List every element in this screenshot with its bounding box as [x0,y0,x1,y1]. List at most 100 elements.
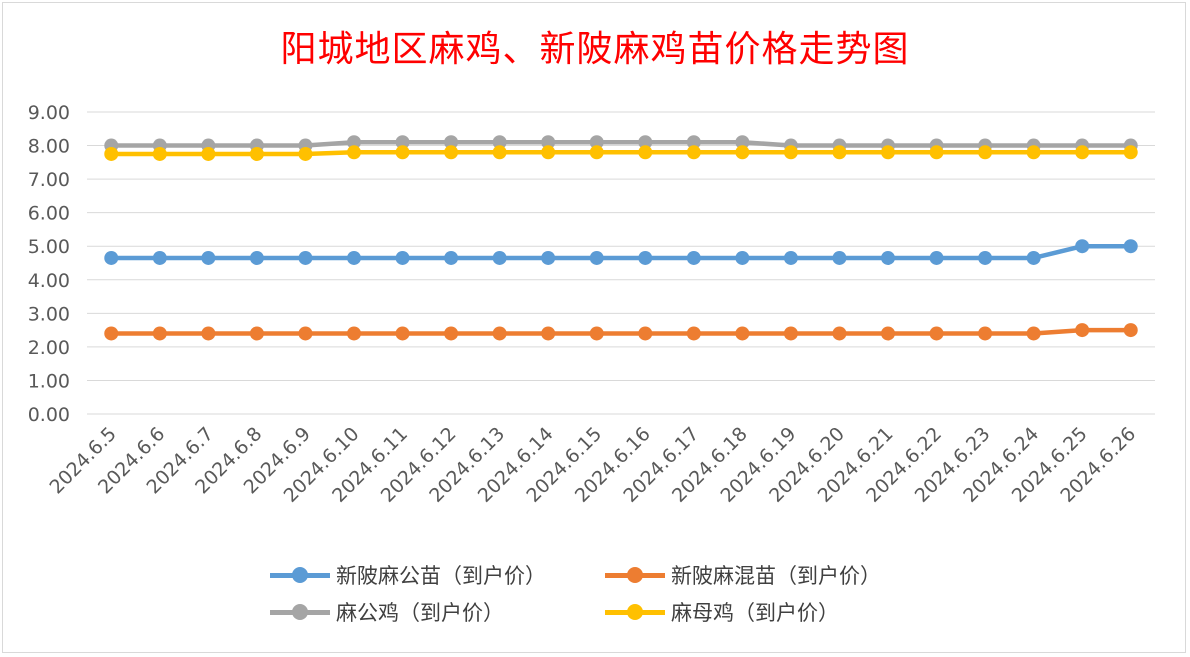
legend-swatch-2 [270,597,330,627]
series-0-point-20 [1075,239,1090,254]
series-3-point-17 [929,145,944,160]
series-1-point-3 [249,326,264,341]
series-3-point-20 [1075,145,1090,160]
series-0-point-12 [686,250,701,265]
y-tick-label-3: 3.00 [28,303,70,325]
series-2-point-6 [395,135,410,150]
series-line-2 [109,139,1133,148]
y-tick-label-5: 5.00 [28,236,70,258]
series-0-point-1 [152,250,167,265]
legend-item-2: 麻公鸡（到户价） [270,597,504,627]
series-1-point-11 [638,326,653,341]
legend-swatch-3 [605,597,665,627]
series-1-point-1 [152,326,167,341]
series-3-point-9 [541,145,556,160]
y-tick-label-2: 2.00 [28,337,70,359]
series-0-point-11 [638,250,653,265]
series-2-point-12 [686,135,701,150]
legend-label-1: 新陂麻混苗（到户价） [671,564,881,588]
y-tick-label-1: 1.00 [28,370,70,392]
legend-label-2: 麻公鸡（到户价） [336,601,504,625]
series-3-point-19 [1026,145,1041,160]
series-3-point-2 [201,146,216,161]
series-3-point-5 [347,145,361,160]
series-0-point-13 [735,250,750,265]
series-2-point-13 [735,135,750,150]
series-0-point-8 [492,250,507,265]
legend-swatch-1 [605,560,665,590]
series-3-point-18 [978,145,993,160]
y-tick-label-9: 9.00 [28,102,70,124]
series-0-point-15 [832,250,847,265]
series-3-point-10 [589,145,604,160]
series-2-point-10 [589,135,604,150]
series-1-point-19 [1026,326,1041,341]
series-1-point-5 [347,326,361,341]
legend-label-3: 麻母鸡（到户价） [671,601,839,625]
series-1-point-21 [1123,323,1138,338]
series-1-point-18 [978,326,993,341]
series-1-point-10 [589,326,604,341]
legend-item-3: 麻母鸡（到户价） [605,597,839,627]
series-1-point-20 [1075,323,1090,338]
series-3-point-16 [881,145,895,160]
series-2-point-9 [541,135,556,150]
legend-label-0: 新陂麻公苗（到户价） [336,564,546,588]
series-1-point-15 [832,326,847,341]
series-0-point-16 [881,250,895,265]
series-0-point-0 [104,250,119,265]
series-3-point-8 [492,145,507,160]
y-tick-label-4: 4.00 [28,270,70,292]
series-1-point-12 [686,326,701,341]
series-3-point-1 [152,146,167,161]
chart-title: 阳城地区麻鸡、新陂麻鸡苗价格走势图 [280,29,910,70]
series-3-point-3 [249,146,264,161]
series-2-point-7 [444,135,459,150]
series-1-point-14 [783,326,798,341]
series-0-point-18 [978,250,993,265]
series-0-point-7 [444,250,459,265]
series-1-point-17 [929,326,944,341]
series-3-point-4 [298,146,313,161]
y-tick-label-8: 8.00 [28,136,70,158]
y-tick-label-7: 7.00 [28,169,70,191]
y-tick-label-6: 6.00 [28,203,70,225]
series-3-point-6 [395,145,410,160]
series-0-point-3 [249,250,264,265]
series-1-point-13 [735,326,750,341]
series-1-point-8 [492,326,507,341]
series-2-point-11 [638,135,653,150]
series-3-point-12 [686,145,701,160]
series-0-point-17 [929,250,944,265]
series-0-point-14 [783,250,798,265]
series-3-point-7 [444,145,459,160]
series-0-point-19 [1026,250,1041,265]
series-3-point-14 [783,145,798,160]
series-1-point-16 [881,326,895,341]
series-0-point-2 [201,250,216,265]
series-1-point-9 [541,326,556,341]
legend-item-1: 新陂麻混苗（到户价） [605,560,881,590]
series-3-point-15 [832,145,847,160]
y-tick-label-0: 0.00 [28,404,70,426]
series-3-point-13 [735,145,750,160]
series-0-point-4 [298,250,313,265]
series-1-point-6 [395,326,410,341]
series-0-point-21 [1123,239,1138,254]
series-1-point-4 [298,326,313,341]
series-0-point-10 [589,250,604,265]
series-line-3 [109,150,1133,157]
series-3-point-0 [104,146,119,161]
series-1-point-2 [201,326,216,341]
series-0-point-6 [395,250,410,265]
series-1-point-0 [104,326,119,341]
series-2-point-8 [492,135,507,150]
series-line-0 [109,243,1133,261]
series-0-point-9 [541,250,556,265]
series-line-1 [109,327,1133,336]
series-1-point-7 [444,326,459,341]
series-0-point-5 [347,250,361,265]
legend-swatch-0 [270,560,330,590]
line-chart: 0.00 1.00 2.00 3.00 4.00 5.00 6.00 7.00 8.00 9.00… [28,102,1155,507]
legend-item-0: 新陂麻公苗（到户价） [270,560,546,590]
